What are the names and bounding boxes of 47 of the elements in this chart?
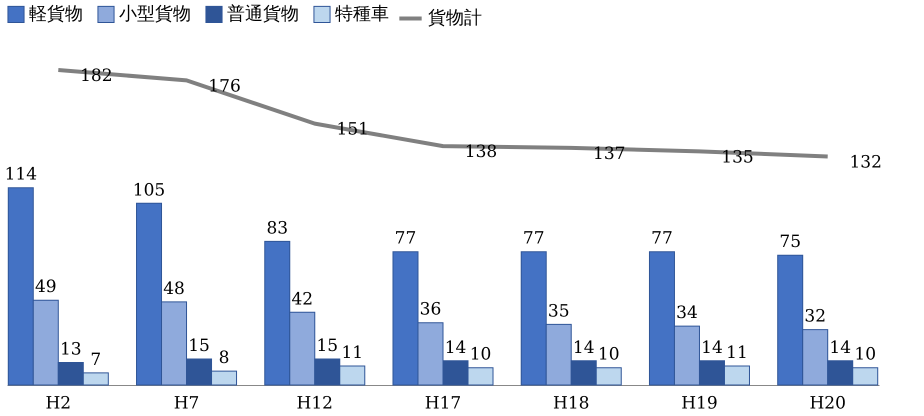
data-label: 77 xyxy=(651,228,673,249)
data-label: 14 xyxy=(701,338,723,358)
data-label: 10 xyxy=(470,344,492,365)
legend-label: 貨物計 xyxy=(428,8,482,28)
data-label: 32 xyxy=(804,306,826,327)
x-tick-label: H2 xyxy=(45,394,72,414)
x-tick-label: H17 xyxy=(424,394,462,414)
legend-label: 普通貨物 xyxy=(227,3,299,24)
data-label: 10 xyxy=(598,344,620,365)
data-label: 14 xyxy=(829,338,852,358)
data-label: 13 xyxy=(60,340,82,360)
data-label: 14 xyxy=(572,338,595,358)
data-label: 49 xyxy=(34,277,57,298)
x-tick-label: H18 xyxy=(553,394,590,414)
data-label: 114 xyxy=(4,164,38,185)
x-tick-label: H20 xyxy=(809,394,846,414)
data-label: 48 xyxy=(163,278,185,299)
x-tick-label: H19 xyxy=(681,394,718,414)
data-label: 10 xyxy=(854,344,876,365)
data-label: 14 xyxy=(444,338,466,358)
legend-label: 特種車 xyxy=(335,3,389,24)
data-label: 176 xyxy=(208,76,241,96)
data-label: 182 xyxy=(80,66,113,86)
x-tick-label: H12 xyxy=(296,394,333,414)
data-label: 77 xyxy=(394,228,416,249)
data-label: 35 xyxy=(548,301,570,322)
data-label: 8 xyxy=(218,348,230,368)
data-label: 75 xyxy=(779,232,802,252)
legend-label: 小型貨物 xyxy=(119,3,191,24)
data-label: 83 xyxy=(266,218,288,238)
data-label: 15 xyxy=(188,336,210,356)
data-label: 132 xyxy=(849,152,882,173)
data-label: 42 xyxy=(291,289,314,310)
data-label: 137 xyxy=(593,144,626,164)
data-label: 151 xyxy=(336,120,369,140)
x-tick-label: H7 xyxy=(174,394,200,414)
data-label: 138 xyxy=(464,142,498,162)
data-label: 135 xyxy=(721,147,754,168)
data-label: 11 xyxy=(726,342,748,363)
data-label: 77 xyxy=(522,228,545,249)
data-label: 11 xyxy=(341,342,364,363)
data-label: 36 xyxy=(420,300,442,320)
data-label: 7 xyxy=(90,350,102,370)
data-label: 15 xyxy=(316,336,338,356)
data-label: 34 xyxy=(676,303,698,324)
legend-label: 軽貨物 xyxy=(29,3,83,24)
data-label: 105 xyxy=(132,180,166,200)
